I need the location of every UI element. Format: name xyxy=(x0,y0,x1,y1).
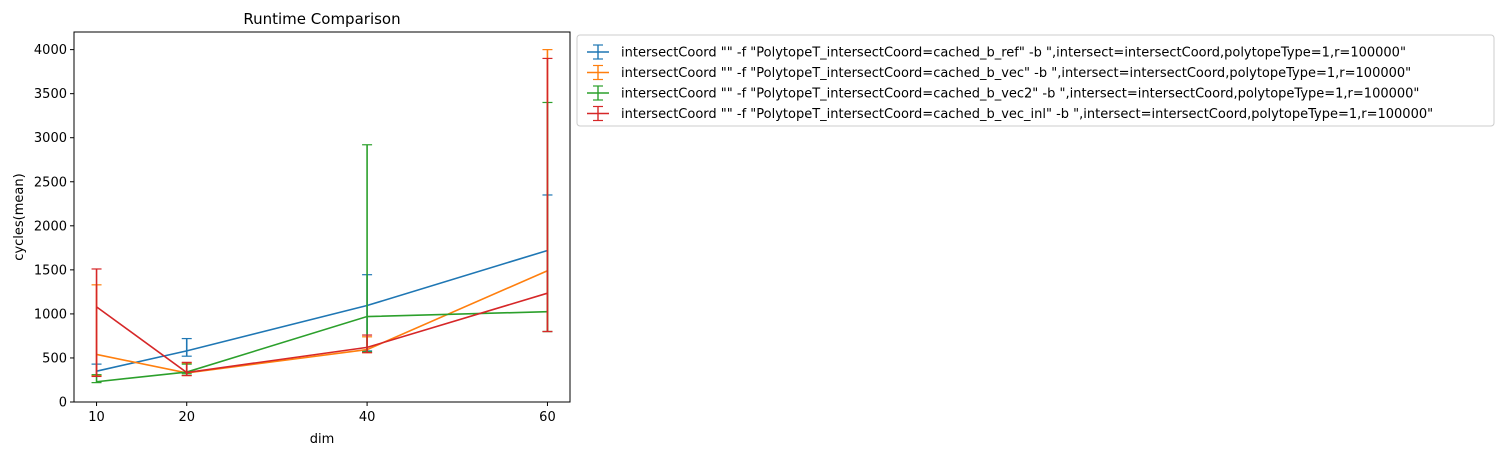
x-tick-label: 20 xyxy=(178,410,195,425)
series-line xyxy=(96,310,548,383)
plot-frame xyxy=(73,31,571,403)
y-tick-label: 0 xyxy=(59,396,67,411)
legend-entry-2: intersectCoord "" -f "PolytopeT_intersec… xyxy=(587,64,1411,81)
x-axis: 10 20 40 60 xyxy=(88,402,556,425)
x-axis-label: dim xyxy=(310,432,335,447)
y-tick-label: 3500 xyxy=(34,87,67,102)
y-tick-label: 3000 xyxy=(34,131,67,146)
legend-label: intersectCoord "" -f "PolytopeT_intersec… xyxy=(621,66,1411,81)
series-2 xyxy=(91,49,553,377)
y-axis: 0 500 1000 1500 2000 2500 3000 3500 4000 xyxy=(34,43,74,411)
series-3 xyxy=(91,101,553,384)
x-tick-label: 60 xyxy=(539,410,556,425)
legend-frame xyxy=(576,34,1495,127)
x-tick-label: 40 xyxy=(359,410,376,425)
series-1 xyxy=(91,194,553,377)
legend-label: intersectCoord "" -f "PolytopeT_intersec… xyxy=(621,107,1433,122)
chart-title: Runtime Comparison xyxy=(243,10,400,28)
y-tick-label: 2500 xyxy=(34,175,67,190)
y-tick-label: 4000 xyxy=(34,43,67,58)
plot-area xyxy=(91,49,553,384)
series-4 xyxy=(91,57,553,378)
y-tick-label: 2000 xyxy=(34,219,67,234)
y-tick-label: 500 xyxy=(42,351,67,366)
legend-entry-3: intersectCoord "" -f "PolytopeT_intersec… xyxy=(587,85,1419,102)
y-tick-label: 1000 xyxy=(34,307,67,322)
y-axis-label: cycles(mean) xyxy=(12,173,27,260)
series-line xyxy=(96,270,548,374)
legend-entry-1: intersectCoord "" -f "PolytopeT_intersec… xyxy=(587,44,1406,61)
x-tick-label: 10 xyxy=(88,410,105,425)
series-line xyxy=(96,249,548,372)
y-tick-label: 1500 xyxy=(34,263,67,278)
legend-entry-4: intersectCoord "" -f "PolytopeT_intersec… xyxy=(587,105,1433,122)
legend-label: intersectCoord "" -f "PolytopeT_intersec… xyxy=(621,46,1406,61)
series-line xyxy=(96,292,548,374)
legend-label: intersectCoord "" -f "PolytopeT_intersec… xyxy=(621,87,1419,102)
legend: intersectCoord "" -f "PolytopeT_intersec… xyxy=(576,34,1495,127)
